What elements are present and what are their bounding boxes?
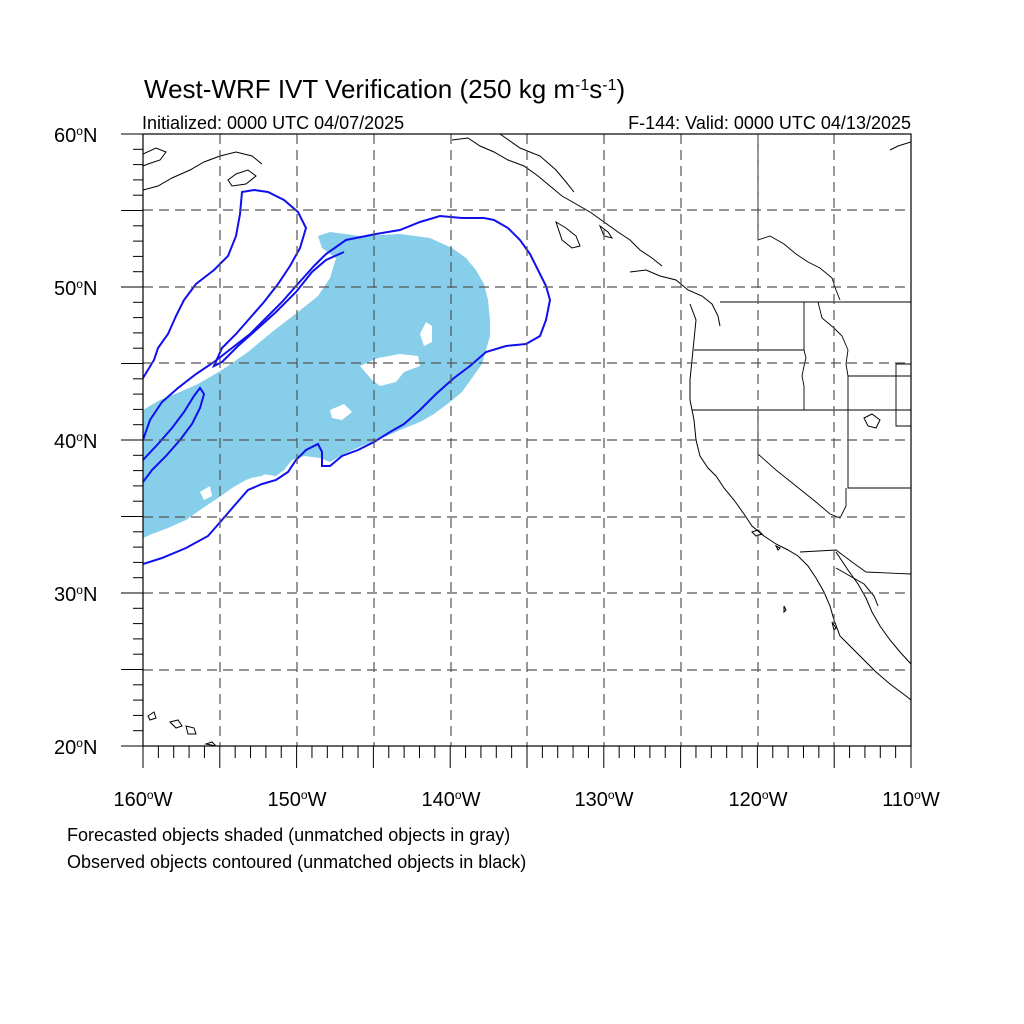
lat-label-20: 20oN [54,736,97,759]
valid-time-label: F-144: Valid: 0000 UTC 04/13/2025 [628,113,911,133]
forecast-hole [360,354,420,386]
political-borders [692,134,911,575]
observed-contour-inner [143,386,206,483]
lon-label-110w: 110oW [882,788,940,811]
lon-label-130w: 130oW [575,788,634,811]
lat-label-30: 30oN [54,583,97,606]
lon-label-120w: 120oW [729,788,788,811]
coastlines [143,134,911,746]
forecast-hole-2 [420,322,432,346]
init-time-label: Initialized: 0000 UTC 04/07/2025 [142,113,404,133]
graticule [143,134,911,746]
lat-label-40: 40oN [54,430,97,453]
lon-label-140w: 140oW [422,788,481,811]
forecast-object-shading [143,232,490,538]
lon-label-160w: 160oW [114,788,173,811]
forecast-hole-4 [200,486,212,500]
map-title: West-WRF IVT Verification (250 kg m-1s-1… [144,74,625,104]
observed-contour-large [143,214,552,565]
observed-contour-north [143,188,345,379]
lat-label-50: 50oN [54,277,97,300]
map-plot-area [143,134,911,746]
footnote-observed: Observed objects contoured (unmatched ob… [67,852,527,872]
latitude-labels: 60oN 50oN 40oN 30oN 20oN [54,124,97,759]
tick-marks [121,133,912,768]
forecast-hole-3 [330,404,352,420]
lat-label-60: 60oN [54,124,97,147]
longitude-labels: 160oW 150oW 140oW 130oW 120oW 110oW [114,788,940,811]
lon-label-150w: 150oW [268,788,327,811]
footnote-forecast: Forecasted objects shaded (unmatched obj… [67,825,511,845]
